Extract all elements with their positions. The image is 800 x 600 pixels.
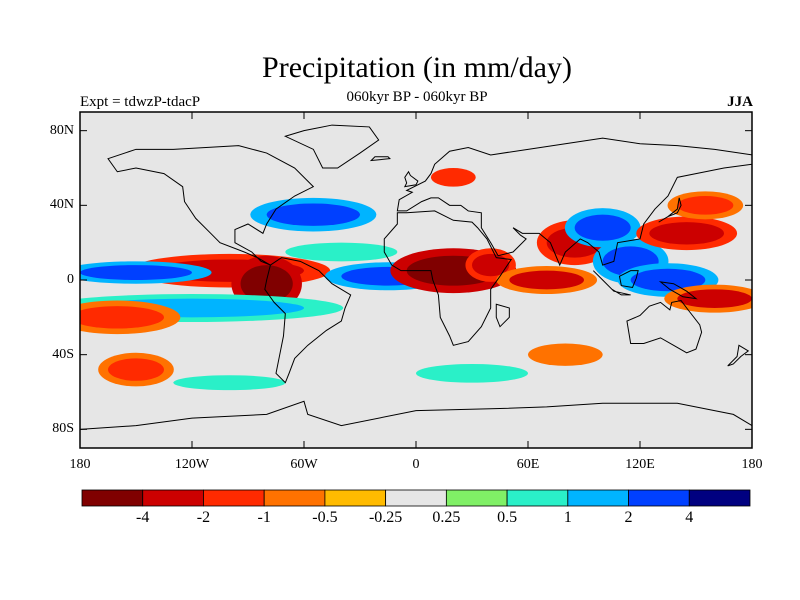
coastline [626,299,703,354]
anomaly-region [677,289,752,308]
anomaly-region [509,270,584,290]
season-label: JJA [727,94,753,110]
anomaly-region [80,306,164,329]
lon-tick-label: 180 [741,457,763,472]
colorbar-swatch [445,489,508,507]
colorbar-label: -0.25 [368,509,403,526]
anomaly-region [472,253,510,277]
lon-tick-label: 60W [290,457,318,472]
lon-tick-label: 180 [69,457,91,472]
colorbar-swatch [688,489,751,507]
anomaly-region [108,358,164,381]
colorbar-swatch [628,489,690,507]
colorbar-label: -0.5 [312,509,338,526]
lon-tick-label: 60E [516,457,540,472]
colorbar-label: 1 [563,509,572,526]
experiment-label: Expt = tdwzP-tdacP [80,94,201,110]
coastline [283,124,380,169]
anomaly-region [430,168,476,187]
coastline [264,257,352,384]
coastline [658,281,698,300]
anomaly-region [173,375,286,391]
page-title: Precipitation (in mm/day) [262,51,572,84]
anomaly-region [677,196,734,215]
colorbar-swatch [506,489,569,507]
colorbar-swatch [567,489,629,507]
anomaly-region [80,265,192,280]
lon-tick-label: 0 [412,457,420,472]
coastline [658,197,682,223]
lat-tick-label: 80N [49,122,74,138]
lat-tick-label: 40S [52,346,74,362]
anomaly-region [285,242,398,262]
coastline [592,270,631,296]
coastline [495,303,510,328]
colorbar-label: -2 [196,509,211,526]
coastline [727,344,750,367]
colorbar-swatch [263,489,326,507]
coastline [403,170,419,188]
colorbar-label: 0.25 [432,509,461,526]
lon-tick-label: 120W [174,457,210,472]
colorbar-label: 2 [624,509,633,526]
colorbar-label: -4 [136,509,150,526]
coastline [80,400,752,448]
anomaly-region [574,214,631,241]
anomaly-region [240,265,293,303]
anomaly-region [649,222,725,245]
lon-tick-label: 120E [625,457,655,472]
colorbar-swatch [203,489,265,507]
anomaly-region [416,364,528,383]
lat-tick-label: 0 [67,272,74,287]
colorbar-swatch [142,489,204,507]
colorbar-swatch [324,489,387,507]
colorbar-label: 0.5 [497,509,518,526]
coastline [107,145,315,266]
colorbar-swatch [81,489,144,507]
anomaly-region [266,203,361,226]
coastline [618,270,639,289]
anomaly-region [630,268,706,292]
colorbar-swatch [385,489,447,507]
lat-tick-label: 80S [52,421,74,437]
map-subtitle: 060kyr BP - 060kyr BP [346,89,488,105]
colorbar-label: -1 [257,509,271,526]
lat-tick-label: 40N [49,197,74,213]
colorbar-label: 4 [685,509,694,526]
coastline [383,210,513,346]
anomaly-region [528,343,603,366]
coastline [369,156,391,162]
coastline [396,137,752,267]
